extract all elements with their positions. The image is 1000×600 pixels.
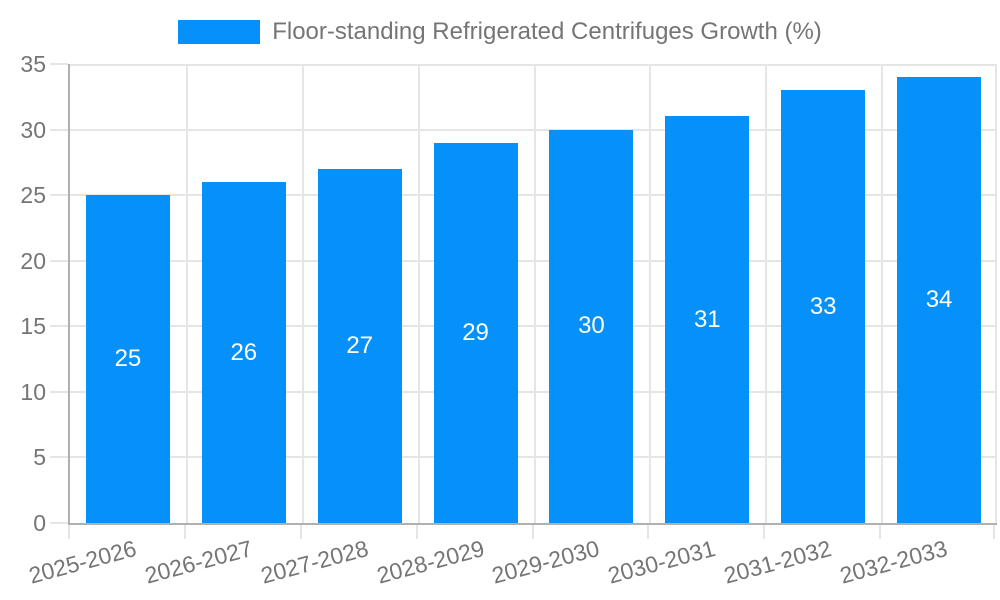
x-tick-mark <box>415 525 418 539</box>
x-tick-mark <box>647 525 650 539</box>
y-tick-mark <box>50 325 68 328</box>
bar: 27 <box>317 168 402 523</box>
x-gridline <box>301 64 304 523</box>
x-gridline <box>533 64 536 523</box>
x-tick-mark <box>763 525 766 539</box>
bar-value-label: 27 <box>346 331 374 359</box>
bar-value-label: 34 <box>925 286 953 314</box>
bar-value-label: 29 <box>462 318 489 346</box>
y-tick-mark <box>50 194 68 197</box>
y-axis-tick-label: 30 <box>20 116 46 143</box>
x-tick-mark <box>879 525 882 539</box>
x-gridline <box>649 64 652 523</box>
x-gridline <box>995 64 997 523</box>
y-axis-tick-label: 5 <box>33 444 46 471</box>
y-tick-mark <box>50 456 68 459</box>
y-axis-tick-label: 15 <box>20 313 46 340</box>
bar-value-label: 31 <box>693 305 721 333</box>
bar: 33 <box>781 90 866 523</box>
bar: 31 <box>665 116 750 523</box>
legend-label: Floor-standing Refrigerated Centrifuges … <box>272 18 822 45</box>
y-axis-tick-label: 0 <box>33 510 46 536</box>
bar-value-label: 25 <box>114 345 142 373</box>
x-tick-mark <box>68 525 70 539</box>
y-axis-tick-label: 10 <box>20 378 46 405</box>
x-tick-mark <box>299 525 302 539</box>
y-axis-tick-label: 25 <box>20 182 46 209</box>
y-tick-mark <box>50 128 68 131</box>
y-tick-mark <box>50 63 68 65</box>
bar: 26 <box>201 182 286 523</box>
x-tick-mark <box>183 525 186 539</box>
y-tick-mark <box>50 390 68 393</box>
plot-area: 25 26 27 29 30 31 33 34 <box>68 64 997 525</box>
x-gridline <box>185 64 188 523</box>
x-tick-mark <box>993 525 995 539</box>
y-axis-tick-label: 20 <box>20 247 46 274</box>
y-tick-mark <box>50 522 68 524</box>
x-gridline <box>881 64 884 523</box>
bar-value-label: 26 <box>230 338 258 366</box>
legend-swatch <box>178 20 261 44</box>
bar: 25 <box>85 195 170 523</box>
legend: Floor-standing Refrigerated Centrifuges … <box>0 18 1000 46</box>
bar: 34 <box>897 77 982 523</box>
bar: 29 <box>433 142 518 523</box>
bar: 30 <box>549 129 634 523</box>
x-gridline <box>417 64 420 523</box>
y-tick-mark <box>50 259 68 262</box>
bar-value-label: 30 <box>578 312 605 340</box>
x-gridline <box>765 64 768 523</box>
y-axis-tick-label: 35 <box>20 51 46 77</box>
x-tick-mark <box>531 525 534 539</box>
bar-value-label: 33 <box>809 292 837 320</box>
